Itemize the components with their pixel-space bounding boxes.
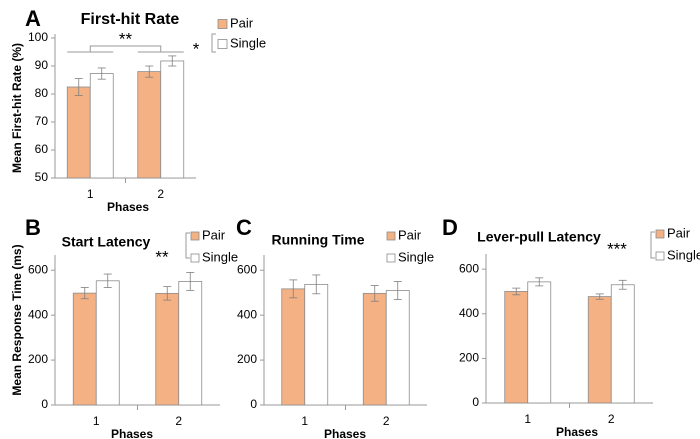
x-tick-label: 2 (157, 187, 164, 201)
bar-pair-phase-1 (504, 291, 529, 404)
x-tick-label: 1 (93, 414, 100, 428)
x-axis-label: Phases (107, 200, 149, 214)
phase-bracket-top (89, 45, 162, 52)
panel-letter: D (442, 215, 458, 240)
bar-single-phase-1 (95, 280, 120, 406)
legend-label-single: Single (230, 35, 266, 50)
y-tick-label: 70 (35, 114, 49, 128)
x-tick-label: 1 (524, 412, 531, 426)
legend-swatch-single (217, 39, 228, 49)
chart-title: First-hit Rate (81, 11, 180, 28)
x-tick-label: 2 (608, 412, 615, 426)
y-tick-label: 100 (28, 30, 48, 44)
panel-d: D Lever-pull Latency 0 200 400 600 1 2 Phases Pai… (442, 215, 700, 439)
legend-swatch-pair (655, 229, 665, 239)
y-tick-label: 60 (35, 142, 49, 156)
y-tick-label: 90 (35, 58, 49, 72)
bar-pair-phase-2 (155, 292, 180, 406)
y-tick-label: 80 (35, 86, 49, 100)
group-sig-bracket (211, 33, 216, 53)
y-tick-label: 200 (237, 352, 257, 366)
y-tick-label: 0 (41, 397, 48, 411)
x-axis-label: Phases (324, 427, 366, 439)
group-sig-bracket (650, 231, 655, 259)
panel-letter: A (25, 6, 41, 31)
panel-letter: B (25, 215, 41, 240)
legend-label-single: Single (667, 247, 700, 262)
bar-pair-phase-2 (137, 71, 162, 179)
x-axis-label: Phases (556, 425, 598, 439)
bar-pair-phase-1 (281, 288, 306, 406)
bar-single-phase-2 (610, 284, 635, 404)
shared-y-axis-label: Mean Response Time (ms) (10, 244, 24, 395)
y-tick-label: 600 (237, 262, 257, 276)
x-tick-label: 1 (87, 187, 94, 201)
legend-label-pair: Pair (230, 15, 254, 30)
x-tick-label: 2 (175, 414, 182, 428)
chart-title: Lever-pull Latency (477, 229, 601, 245)
legend-label-pair: Pair (398, 227, 422, 242)
group-sig-stars: * (193, 39, 200, 58)
bar-single-phase-2 (178, 281, 203, 406)
x-tick-label: 2 (383, 414, 390, 428)
bar-single-phase-1 (527, 281, 552, 404)
y-tick-label: 50 (35, 170, 49, 184)
legend-label-single: Single (202, 249, 238, 264)
legend-label-pair: Pair (667, 225, 691, 240)
y-tick-label: 600 (459, 261, 479, 275)
panel-c: C Running Time 0 200 400 600 1 2 Phases Pair Singl… (236, 215, 434, 439)
group-sig-stars: ** (155, 247, 169, 266)
x-tick-label: 1 (301, 414, 308, 428)
y-tick-label: 400 (237, 307, 257, 321)
bar-pair-phase-1 (72, 292, 97, 406)
bar-single-phase-2 (385, 290, 410, 406)
group-sig-stars: *** (607, 239, 627, 258)
panel-a: A First-hit Rate 50 60 70 80 90 100 1 2 Phases Mean… (10, 6, 266, 214)
bar-pair-phase-2 (587, 296, 612, 404)
panel-letter: C (236, 215, 252, 240)
legend-label-pair: Pair (202, 227, 226, 242)
legend-swatch-pair (386, 231, 396, 241)
bar-single-phase-1 (89, 73, 114, 179)
bar-pair-phase-2 (362, 292, 387, 406)
legend-swatch-single (190, 253, 200, 263)
group-sig-bracket (185, 232, 190, 259)
y-tick-label: 400 (28, 307, 48, 321)
y-tick-label: 200 (28, 352, 48, 366)
bar-single-phase-1 (304, 283, 329, 406)
x-axis-label: Phases (111, 427, 153, 439)
chart-title: Running Time (271, 232, 364, 248)
bar-pair-phase-1 (66, 86, 91, 179)
legend-swatch-single (386, 253, 396, 263)
y-tick-label: 0 (250, 397, 257, 411)
legend-swatch-pair (190, 231, 200, 241)
legend-swatch-pair (217, 19, 228, 29)
y-tick-label: 200 (459, 351, 479, 365)
y-axis-label: Mean First-hit Rate (%) (10, 43, 24, 173)
legend-swatch-single (655, 251, 665, 261)
y-tick-label: 600 (28, 262, 48, 276)
y-tick-label: 400 (459, 306, 479, 320)
phase-sig-stars: ** (119, 29, 133, 48)
panel-b: B Start Latency 0 200 400 600 1 2 Phases Pair Sing… (25, 215, 238, 439)
legend-label-single: Single (398, 249, 434, 264)
bar-single-phase-2 (160, 60, 185, 179)
chart-title: Start Latency (62, 234, 151, 250)
y-tick-label: 0 (472, 395, 479, 409)
